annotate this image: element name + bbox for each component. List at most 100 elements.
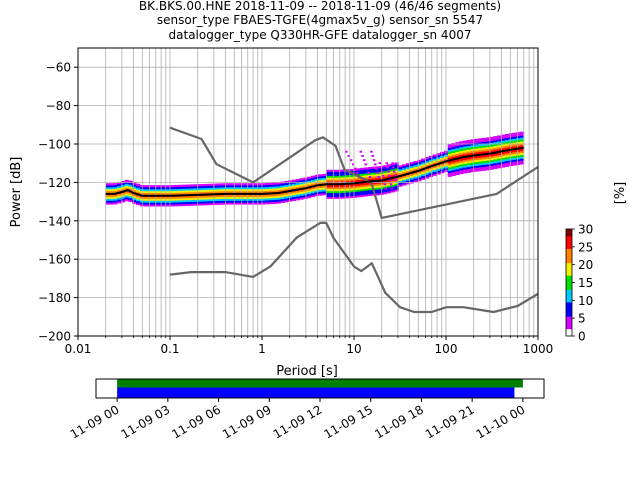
- colorbar-tick-label: 10: [578, 294, 593, 308]
- psd-cell: [333, 188, 338, 192]
- psd-cell: [200, 199, 205, 202]
- psd-cell: [299, 185, 304, 189]
- psd-cell: [215, 187, 221, 190]
- psd-cell: [386, 171, 392, 175]
- psd-cell: [424, 157, 430, 160]
- x-tick-label: 0.01: [65, 342, 92, 356]
- psd-cell: [288, 187, 293, 191]
- psd-cell: [132, 184, 137, 187]
- psd-cell: [136, 201, 141, 204]
- psd-cell: [417, 175, 422, 178]
- psd-cell: [227, 183, 232, 186]
- psd-cell: [390, 172, 395, 176]
- psd-cell: [447, 163, 452, 166]
- psd-cell: [497, 162, 502, 165]
- psd-cell: [516, 141, 521, 144]
- psd-cell: [365, 167, 369, 170]
- psd-cell: [447, 155, 452, 158]
- psd-cell: [500, 165, 506, 168]
- psd-cell: [489, 136, 494, 140]
- colorbar-segment: [566, 257, 572, 260]
- psd-cell: [185, 203, 190, 206]
- colorbar-tick-label: 5: [578, 312, 586, 326]
- psd-cell: [417, 161, 422, 164]
- psd-cell: [398, 171, 403, 174]
- psd-cell: [295, 190, 300, 193]
- psd-cell: [276, 193, 281, 196]
- psd-cell: [295, 184, 300, 187]
- psd-cell: [516, 160, 521, 164]
- psd-cell: [272, 186, 278, 189]
- psd-cell: [383, 192, 388, 195]
- psd-cell: [383, 165, 388, 168]
- psd-cell: [481, 151, 487, 154]
- psd-cell: [257, 194, 262, 197]
- psd-cell: [177, 198, 183, 201]
- psd-cell: [493, 164, 498, 168]
- psd-cell: [253, 202, 259, 205]
- psd-cell: [512, 163, 517, 166]
- psd-cell: [466, 157, 471, 160]
- colorbar-segment: [566, 280, 572, 283]
- psd-cell: [447, 143, 452, 147]
- psd-cell: [303, 191, 308, 194]
- psd-cell: [500, 163, 506, 166]
- psd-cell: [474, 163, 479, 166]
- psd-cell: [166, 198, 171, 201]
- psd-cell: [113, 186, 118, 190]
- psd-cell: [196, 184, 202, 187]
- psd-cell: [478, 155, 483, 158]
- psd-cell: [177, 192, 183, 195]
- psd-cell: [504, 157, 509, 160]
- psd-cell: [519, 154, 525, 157]
- psd-cell: [204, 183, 209, 187]
- psd-cell: [272, 182, 278, 185]
- psd-cell: [424, 170, 430, 173]
- colorbar-segment: [566, 266, 572, 269]
- psd-cell: [265, 190, 270, 193]
- psd-cell: [489, 150, 494, 153]
- psd-cell: [291, 183, 297, 186]
- psd-cell: [242, 194, 247, 197]
- psd-cell: [512, 150, 517, 153]
- psd-cell: [181, 203, 186, 207]
- psd-cell: [170, 196, 175, 199]
- psd-cell: [288, 199, 293, 202]
- psd-cell: [288, 191, 293, 195]
- psd-cell: [489, 157, 494, 161]
- psd-cell: [345, 176, 350, 180]
- psd-cell: [280, 200, 285, 203]
- psd-cell: [307, 182, 312, 185]
- colorbar-segment: [566, 273, 572, 276]
- psd-cell: [288, 184, 293, 187]
- psd-cell: [356, 195, 361, 198]
- psd-cell: [409, 177, 414, 180]
- psd-cell: [398, 184, 403, 187]
- psd-cell: [238, 183, 243, 186]
- psd-cell: [413, 160, 418, 164]
- psd-cell: [136, 199, 141, 202]
- psd-cell: [489, 167, 494, 170]
- psd-cell: [204, 203, 209, 206]
- psd-cell: [497, 141, 502, 144]
- colorbar-segment: [566, 334, 572, 337]
- psd-cell: [151, 202, 156, 205]
- psd-cell: [333, 196, 338, 199]
- psd-cell: [504, 145, 509, 148]
- psd-cell: [383, 184, 388, 187]
- psd-cell: [288, 180, 293, 183]
- psd-cell: [189, 195, 194, 199]
- psd-cell: [284, 188, 289, 191]
- psd-cell: [519, 145, 525, 148]
- psd-cell: [238, 200, 243, 203]
- psd-cell: [307, 193, 312, 197]
- psd-cell: [421, 164, 426, 167]
- psd-cell: [219, 198, 224, 201]
- psd-cell: [390, 163, 395, 166]
- psd-cell: [291, 191, 297, 194]
- psd-cell: [322, 187, 327, 190]
- psd-cell: [447, 151, 452, 154]
- y-tick-label: −120: [38, 176, 71, 190]
- psd-cell: [371, 166, 376, 169]
- psd-cell: [261, 186, 266, 190]
